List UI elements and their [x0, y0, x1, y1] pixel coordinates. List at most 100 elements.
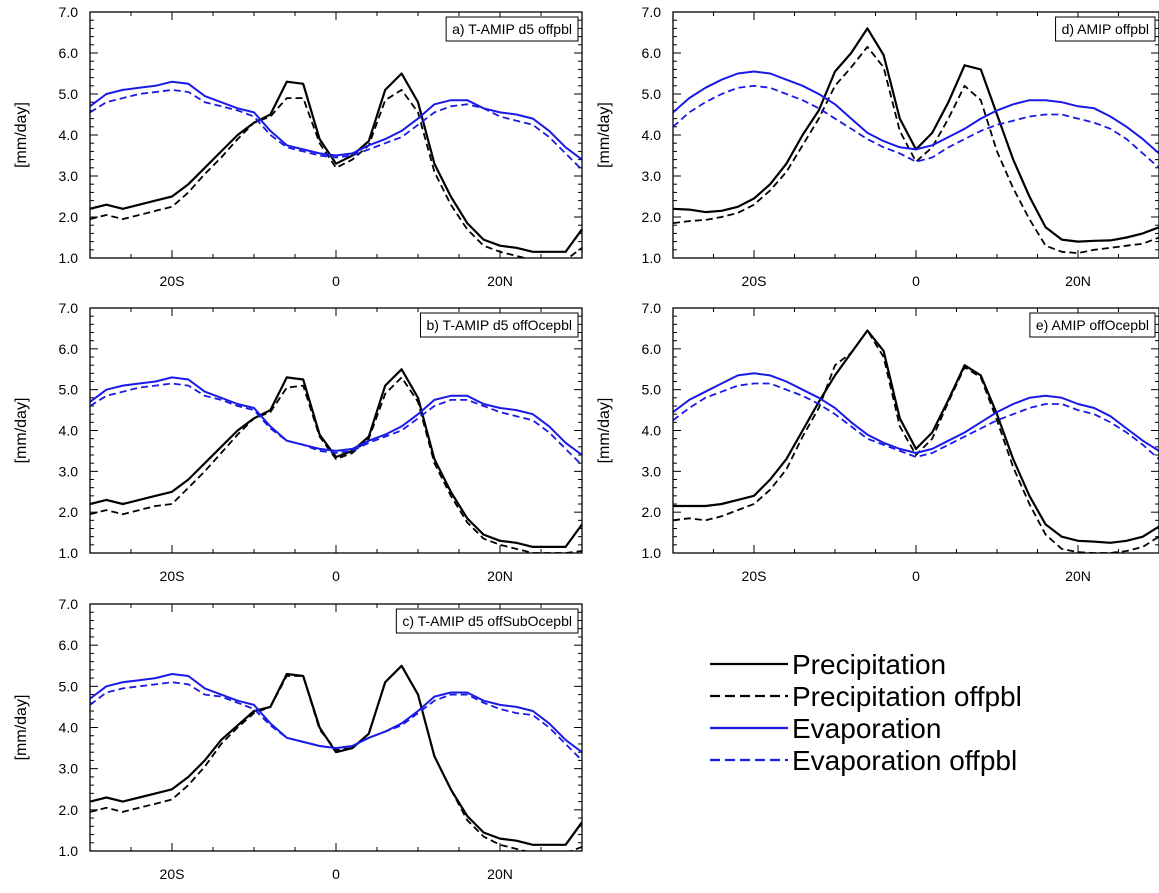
chart-panel-5: 1.0 2.0 3.0 4.0 5.0 6.0 7.0 20S 0 20N [mm/day] e) A…	[596, 300, 1159, 584]
y-tick-label: 3.0	[59, 463, 79, 479]
y-tick-label: 7.0	[59, 596, 79, 612]
x-tick-label: 20S	[160, 568, 185, 584]
y-tick-label: 5.0	[642, 382, 662, 398]
series-line	[673, 45, 1159, 254]
series-group	[673, 27, 1159, 254]
panel-title-box	[395, 608, 579, 634]
x-tick-label: 20N	[1065, 273, 1091, 289]
y-tick-label: 5.0	[59, 678, 79, 694]
x-tick-label: 20S	[742, 568, 767, 584]
y-tick-label: 4.0	[59, 127, 79, 143]
x-tick-label: 0	[332, 866, 340, 882]
y-tick-label: 7.0	[642, 300, 662, 316]
plot-frame	[89, 603, 583, 852]
series-line	[90, 89, 582, 171]
series-line	[673, 329, 1159, 544]
y-tick-label: 4.0	[59, 720, 79, 736]
series-line	[90, 80, 582, 161]
x-tick-label: 20S	[742, 273, 767, 289]
x-tick-label: 20S	[160, 866, 185, 882]
y-tick-label: 1.0	[59, 843, 79, 859]
x-tick-label: 20N	[1065, 568, 1091, 584]
y-tick-label: 2.0	[59, 802, 79, 818]
y-tick-label: 1.0	[642, 545, 662, 561]
panel-title-text: c) T-AMIP d5 offSubOcepbl	[402, 613, 572, 629]
y-tick-label: 4.0	[642, 423, 662, 439]
y-tick-label: 1.0	[59, 545, 79, 561]
panel-title: c) T-AMIP d5 offSubOcepbl	[395, 608, 579, 634]
x-tick-label: 0	[332, 568, 340, 584]
y-tick-label: 6.0	[642, 341, 662, 357]
series-line	[673, 372, 1159, 454]
panel-title: d) AMIP offpbl	[1055, 16, 1156, 42]
chart-panel-4: 1.0 2.0 3.0 4.0 5.0 6.0 7.0 20S 0 20N [mm/day] d) A…	[596, 4, 1159, 289]
chart-panel-1: 1.0 2.0 3.0 4.0 5.0 6.0 7.0 20S 0 20N [mm/day] a) T…	[13, 4, 583, 289]
series-line	[90, 376, 582, 456]
y-tick-label: 2.0	[59, 504, 79, 520]
series-group	[673, 329, 1159, 553]
chart-panel-2: 1.0 2.0 3.0 4.0 5.0 6.0 7.0 20S 0 20N [mm/day] b) T…	[13, 300, 583, 584]
y-tick-label: 2.0	[59, 209, 79, 225]
y-tick-label: 7.0	[59, 300, 79, 316]
chart-panels: 1.0 2.0 3.0 4.0 5.0 6.0 7.0 20S 0 20N [mm/day] a) T…	[13, 4, 1159, 882]
y-tick-label: 4.0	[642, 127, 662, 143]
y-tick-label: 5.0	[59, 382, 79, 398]
x-tick-label: 20N	[487, 866, 513, 882]
panel-title-text: d) AMIP offpbl	[1062, 21, 1149, 37]
y-tick-label: 5.0	[59, 86, 79, 102]
series-line	[673, 382, 1159, 460]
y-tick-label: 3.0	[59, 168, 79, 184]
x-tick-label: 20N	[487, 568, 513, 584]
y-tick-label: 7.0	[59, 4, 79, 20]
series-line	[673, 27, 1159, 243]
y-axis-label: [mm/day]	[13, 695, 30, 761]
series-group	[90, 664, 582, 851]
y-axis-label: [mm/day]	[13, 102, 30, 168]
y-tick-label: 3.0	[642, 168, 662, 184]
y-tick-label: 6.0	[59, 45, 79, 61]
y-tick-label: 2.0	[642, 504, 662, 520]
panel-title-box	[445, 16, 579, 42]
y-tick-label: 1.0	[59, 250, 79, 266]
series-line	[90, 382, 582, 466]
series-line	[90, 72, 582, 253]
series-line	[90, 673, 582, 753]
legend-label: Precipitation offpbl	[792, 681, 1022, 712]
series-group	[90, 72, 582, 258]
x-tick-label: 0	[332, 273, 340, 289]
y-tick-label: 3.0	[59, 761, 79, 777]
panel-title-text: a) T-AMIP d5 offpbl	[452, 21, 572, 37]
panel-title: b) T-AMIP d5 offOcepbl	[419, 312, 579, 338]
series-group	[90, 368, 582, 553]
panel-title: a) T-AMIP d5 offpbl	[445, 16, 579, 42]
y-tick-label: 7.0	[642, 4, 662, 20]
x-tick-label: 0	[912, 273, 920, 289]
y-tick-label: 6.0	[642, 45, 662, 61]
y-tick-label: 6.0	[59, 637, 79, 653]
x-tick-label: 20N	[487, 273, 513, 289]
y-axis-label: [mm/day]	[596, 102, 613, 168]
x-tick-label: 0	[912, 568, 920, 584]
y-tick-label: 2.0	[642, 209, 662, 225]
legend-label: Precipitation	[792, 649, 946, 680]
panel-title: e) AMIP offOcepbl	[1029, 312, 1156, 338]
panel-title-box	[1029, 312, 1156, 338]
x-tick-label: 20S	[160, 273, 185, 289]
legend-label: Evaporation	[792, 713, 941, 744]
panel-title-box	[419, 312, 579, 338]
y-tick-label: 6.0	[59, 341, 79, 357]
y-tick-label: 4.0	[59, 423, 79, 439]
series-line	[90, 664, 582, 846]
y-axis-label: [mm/day]	[596, 398, 613, 464]
series-line	[90, 368, 582, 548]
panel-title-box	[1055, 16, 1156, 42]
plot-frame	[89, 11, 583, 259]
series-line	[90, 664, 582, 851]
y-axis-label: [mm/day]	[13, 398, 30, 464]
series-line	[90, 89, 582, 258]
series-line	[673, 70, 1159, 155]
y-tick-label: 5.0	[642, 86, 662, 102]
plot-frame	[672, 307, 1159, 554]
